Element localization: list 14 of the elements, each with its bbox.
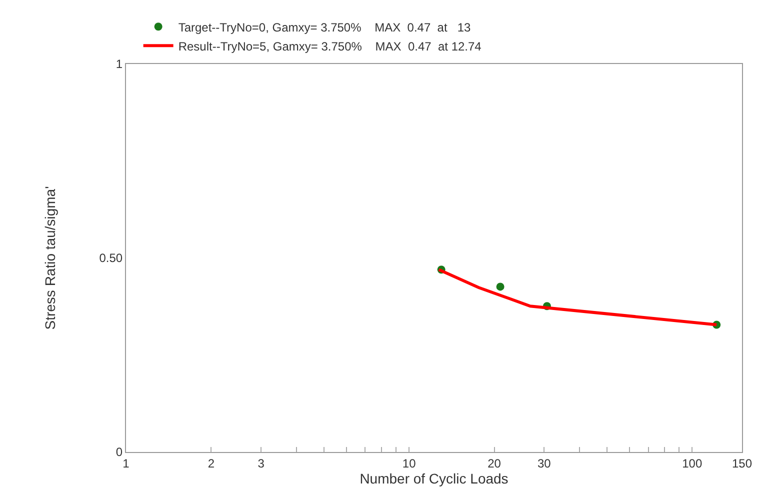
x-tick-label: 10 [402,456,416,470]
legend-label: Target--TryNo=0, Gamxy= 3.750% MAX 0.47 at 13 [178,20,471,34]
x-tick-label: 30 [537,456,552,470]
x-tick-label: 100 [682,456,702,470]
legend-label: Result--TryNo=5, Gamxy= 3.750% MAX 0.47 at 12.74 [178,39,482,54]
y-axis-title: Stress Ratio tau/sigma' [42,186,58,330]
x-tick-label: 20 [488,456,502,470]
y-tick-label: 0.50 [99,251,123,266]
x-axis-title: Number of Cyclic Loads [360,470,508,486]
y-tick-label: 0 [116,445,123,460]
x-tick-label: 3 [258,456,265,470]
y-tick-label: 1 [116,57,123,72]
x-tick-label: 150 [732,456,752,470]
x-tick-label: 2 [208,456,215,470]
